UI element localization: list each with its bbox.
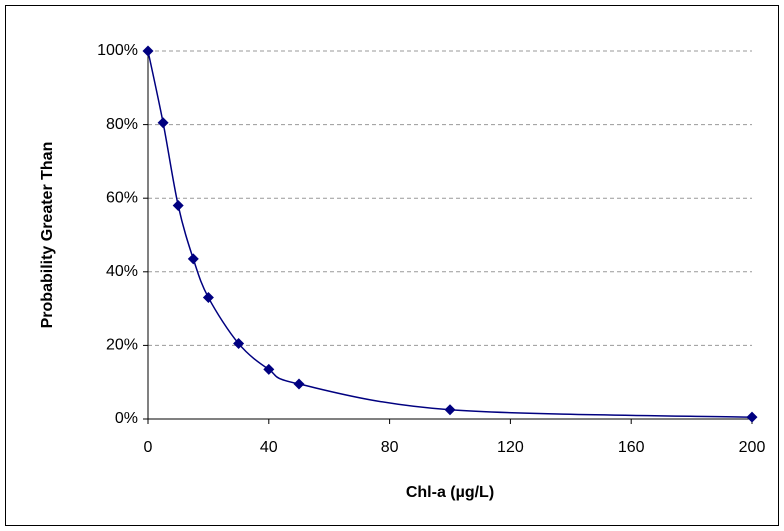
y-tick-label: 100% bbox=[97, 42, 138, 59]
y-axis-title: Probability Greater Than bbox=[39, 142, 56, 329]
y-tick-label: 20% bbox=[106, 337, 138, 354]
x-axis-title: Chl-a (µg/L) bbox=[406, 484, 494, 501]
x-tick-label: 0 bbox=[144, 439, 153, 456]
data-point bbox=[444, 404, 456, 416]
data-point bbox=[263, 363, 275, 375]
y-tick-label: 80% bbox=[106, 116, 138, 133]
data-point bbox=[293, 378, 305, 390]
x-tick-label: 40 bbox=[260, 439, 278, 456]
y-tick-label: 40% bbox=[106, 263, 138, 280]
data-point bbox=[746, 411, 758, 423]
data-point bbox=[233, 338, 245, 350]
data-point bbox=[157, 117, 169, 129]
chart-border bbox=[5, 5, 779, 526]
data-point bbox=[172, 200, 184, 212]
data-point bbox=[187, 253, 199, 265]
y-tick-label: 60% bbox=[106, 189, 138, 206]
x-tick-label: 80 bbox=[381, 439, 399, 456]
y-tick-label: 0% bbox=[115, 410, 138, 427]
x-tick-label: 160 bbox=[618, 439, 645, 456]
x-tick-label: 120 bbox=[497, 439, 524, 456]
data-point bbox=[202, 292, 214, 304]
data-point bbox=[142, 45, 154, 57]
x-tick-label: 200 bbox=[739, 439, 766, 456]
